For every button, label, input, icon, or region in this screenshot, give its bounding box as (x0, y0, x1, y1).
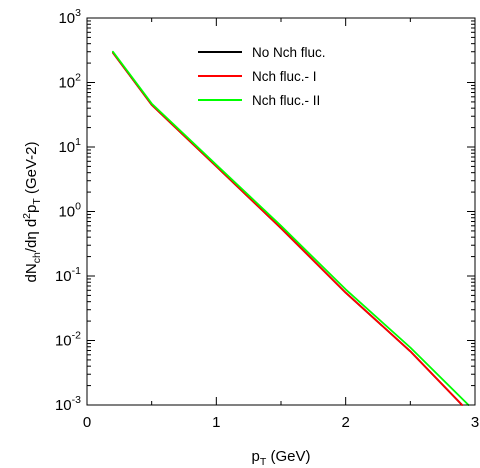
y-tick-label-base: 10 (58, 139, 75, 156)
y-tick-label-exp: -3 (72, 394, 81, 406)
x-tick-label: 1 (212, 414, 220, 431)
y-tick-label-base: 10 (55, 268, 72, 285)
y-tick-label-exp: 3 (75, 7, 81, 19)
legend-label: Nch fluc.- I (252, 69, 317, 84)
y-axis-title-s2: T (31, 198, 43, 205)
y-tick-label-exp: -2 (72, 330, 81, 342)
y-tick-label: 10-1 (55, 265, 81, 285)
y-tick-label-exp: 1 (75, 136, 81, 148)
x-axis-title-sub: T (260, 456, 267, 468)
series-line-3 (112, 50, 470, 406)
legend-label: No Nch fluc. (252, 45, 326, 60)
legend: No Nch fluc. Nch fluc.- I Nch fluc.- II (198, 45, 326, 108)
y-tick-label-base: 10 (55, 397, 72, 414)
x-tick-labels: 0 1 2 3 (83, 414, 479, 431)
y-axis-title: dNch/dη d2pT (GeV-2) (21, 142, 43, 283)
tick-layer (86, 17, 476, 406)
x-axis-title: pT (GeV) (252, 448, 311, 468)
y-axis-title-p4: (GeV-2) (23, 142, 40, 199)
y-axis-title-sup: 2 (21, 213, 33, 219)
x-axis-title-rest: (GeV) (266, 448, 310, 465)
legend-label: Nch fluc.- II (252, 93, 320, 108)
y-tick-label-base: 10 (58, 75, 75, 92)
series-layer (112, 50, 470, 406)
series-line-2 (112, 51, 464, 406)
plot-area (86, 17, 476, 406)
y-tick-label: 102 (58, 72, 81, 92)
y-tick-label: 100 (58, 201, 81, 221)
y-tick-label-exp: 0 (75, 201, 81, 213)
y-tick-label-exp: -1 (72, 265, 81, 277)
y-tick-label-base: 10 (55, 333, 72, 350)
y-axis-title-p1: dN (23, 263, 40, 282)
y-tick-label-exp: 2 (75, 72, 81, 84)
y-tick-label-base: 10 (58, 204, 75, 221)
y-tick-label-base: 10 (58, 10, 75, 27)
y-axis-title-p2: /dη d (23, 219, 40, 252)
x-tick-label: 2 (341, 414, 349, 431)
y-axis-title-p3: p (23, 205, 40, 213)
y-tick-label: 10-2 (55, 330, 81, 350)
x-tick-label: 3 (471, 414, 479, 431)
x-tick-label: 0 (83, 414, 91, 431)
x-axis-title-main: p (252, 448, 260, 465)
y-tick-label: 10-3 (55, 394, 81, 414)
y-tick-label: 103 (58, 7, 81, 27)
y-tick-label: 101 (58, 136, 81, 156)
y-axis-title-s1: ch (31, 252, 43, 263)
